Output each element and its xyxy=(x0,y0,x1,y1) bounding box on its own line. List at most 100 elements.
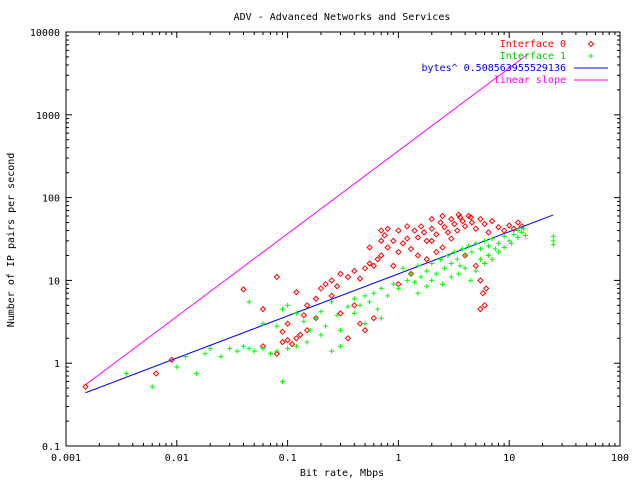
data-point xyxy=(400,265,406,271)
data-point xyxy=(461,252,469,259)
series-line-linear-slope xyxy=(85,53,530,386)
data-point xyxy=(418,274,424,280)
data-point xyxy=(550,242,556,248)
data-point xyxy=(488,217,496,225)
data-point xyxy=(424,283,430,289)
data-point xyxy=(466,243,472,249)
data-point xyxy=(293,343,299,349)
data-point xyxy=(384,244,391,251)
data-point xyxy=(123,371,129,377)
data-point xyxy=(459,217,466,225)
data-point xyxy=(455,211,462,218)
x-tick-label: 0.01 xyxy=(165,453,189,464)
data-point xyxy=(193,371,199,377)
data-point xyxy=(152,370,160,377)
data-point xyxy=(437,219,444,226)
data-point xyxy=(260,346,266,352)
data-point xyxy=(293,310,299,316)
data-point xyxy=(495,240,501,246)
data-point xyxy=(251,348,257,354)
data-point xyxy=(489,236,495,242)
data-point xyxy=(515,228,521,234)
data-point xyxy=(301,318,307,324)
data-point xyxy=(345,304,351,310)
data-point xyxy=(482,238,488,244)
y-tick-label: 1000 xyxy=(36,111,60,122)
data-point xyxy=(390,237,397,245)
data-point xyxy=(362,321,368,327)
data-point xyxy=(259,305,267,313)
data-point xyxy=(344,273,352,281)
y-tick-label: 100 xyxy=(42,194,60,205)
data-point xyxy=(344,335,352,342)
data-point xyxy=(501,244,507,250)
data-point xyxy=(454,227,461,234)
data-point xyxy=(423,237,430,245)
data-point xyxy=(407,270,415,278)
data-point xyxy=(403,235,411,242)
data-point xyxy=(297,331,304,339)
data-point xyxy=(448,215,455,223)
data-point xyxy=(469,249,475,255)
data-point xyxy=(477,305,484,313)
data-point xyxy=(385,293,391,299)
data-point xyxy=(444,229,452,236)
data-point xyxy=(318,332,324,338)
data-point xyxy=(428,225,435,233)
chart-title: ADV - Advanced Networks and Services xyxy=(234,12,451,23)
data-point xyxy=(183,354,189,360)
data-point xyxy=(439,281,445,287)
data-point xyxy=(274,323,280,329)
data-point xyxy=(424,268,430,274)
data-point xyxy=(448,235,455,242)
data-point xyxy=(477,256,483,262)
data-point xyxy=(415,263,421,269)
data-point xyxy=(260,321,266,327)
data-point xyxy=(329,348,335,354)
y-tick-label: 1 xyxy=(54,359,60,370)
data-point xyxy=(300,311,307,319)
data-point xyxy=(415,290,421,296)
data-point xyxy=(485,252,491,258)
axis-ticks xyxy=(65,31,621,447)
data-point xyxy=(381,232,388,239)
data-point xyxy=(414,252,422,259)
data-point xyxy=(318,309,324,315)
data-point xyxy=(501,233,507,239)
data-point xyxy=(460,246,466,252)
axis-tick-labels: 0.001 0.01 0.1 1 10 100 0.1 1 10 100 1000 10000 xyxy=(30,28,629,464)
data-point xyxy=(304,339,310,345)
series-line-power-fit xyxy=(85,214,554,394)
y-tick-label: 10 xyxy=(48,276,60,287)
data-point xyxy=(481,220,488,228)
data-point xyxy=(481,302,488,309)
data-point xyxy=(423,256,430,263)
data-point xyxy=(378,315,384,321)
data-point xyxy=(378,285,384,291)
data-point xyxy=(280,306,286,312)
x-tick-label: 100 xyxy=(611,453,629,464)
data-point xyxy=(472,262,480,270)
data-point xyxy=(312,295,320,302)
data-point xyxy=(521,226,527,232)
data-point xyxy=(323,323,329,329)
data-point xyxy=(361,265,369,272)
data-point xyxy=(241,343,247,349)
data-point xyxy=(307,327,313,333)
data-point xyxy=(337,343,343,349)
data-point xyxy=(356,320,364,327)
data-point xyxy=(366,260,373,267)
series-interface-1 xyxy=(123,226,556,390)
data-point xyxy=(378,227,385,234)
data-point xyxy=(445,252,451,258)
data-point xyxy=(218,354,224,360)
data-point xyxy=(329,299,335,305)
data-point xyxy=(492,246,498,252)
data-point xyxy=(462,265,468,271)
data-point xyxy=(477,246,483,252)
data-point xyxy=(285,346,291,352)
data-point xyxy=(433,271,439,277)
data-point xyxy=(378,237,385,245)
